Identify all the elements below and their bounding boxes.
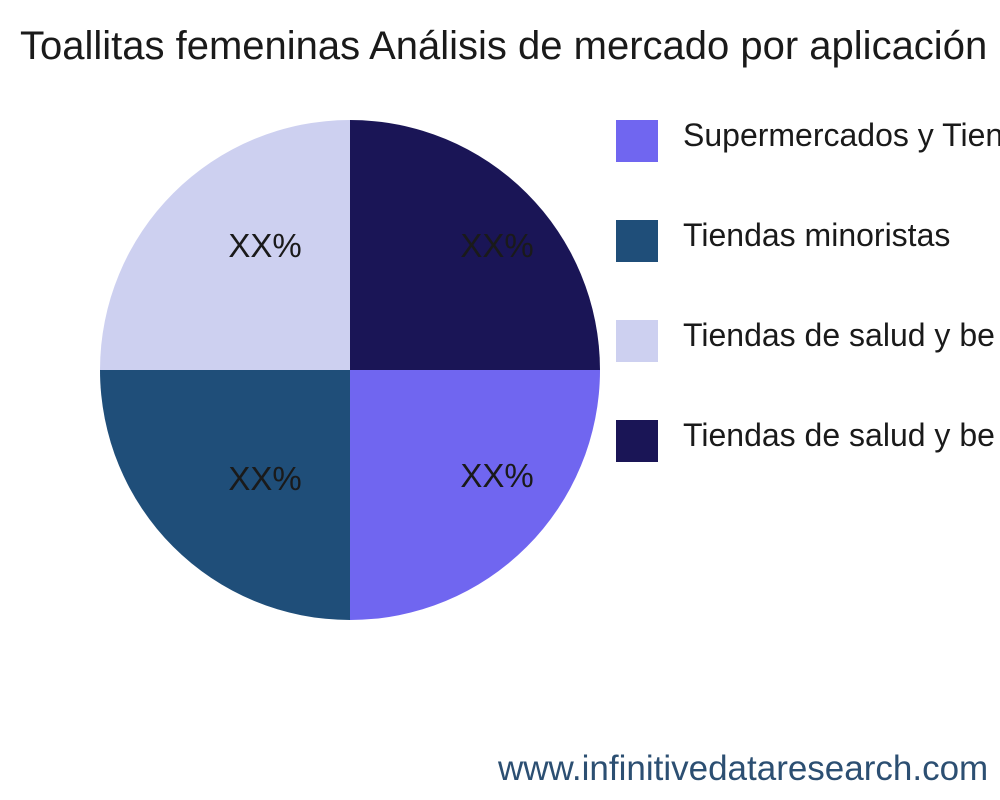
svg-text:XX%: XX% — [228, 460, 301, 497]
svg-text:XX%: XX% — [460, 227, 533, 264]
svg-text:XX%: XX% — [228, 227, 301, 264]
svg-text:XX%: XX% — [460, 457, 533, 494]
